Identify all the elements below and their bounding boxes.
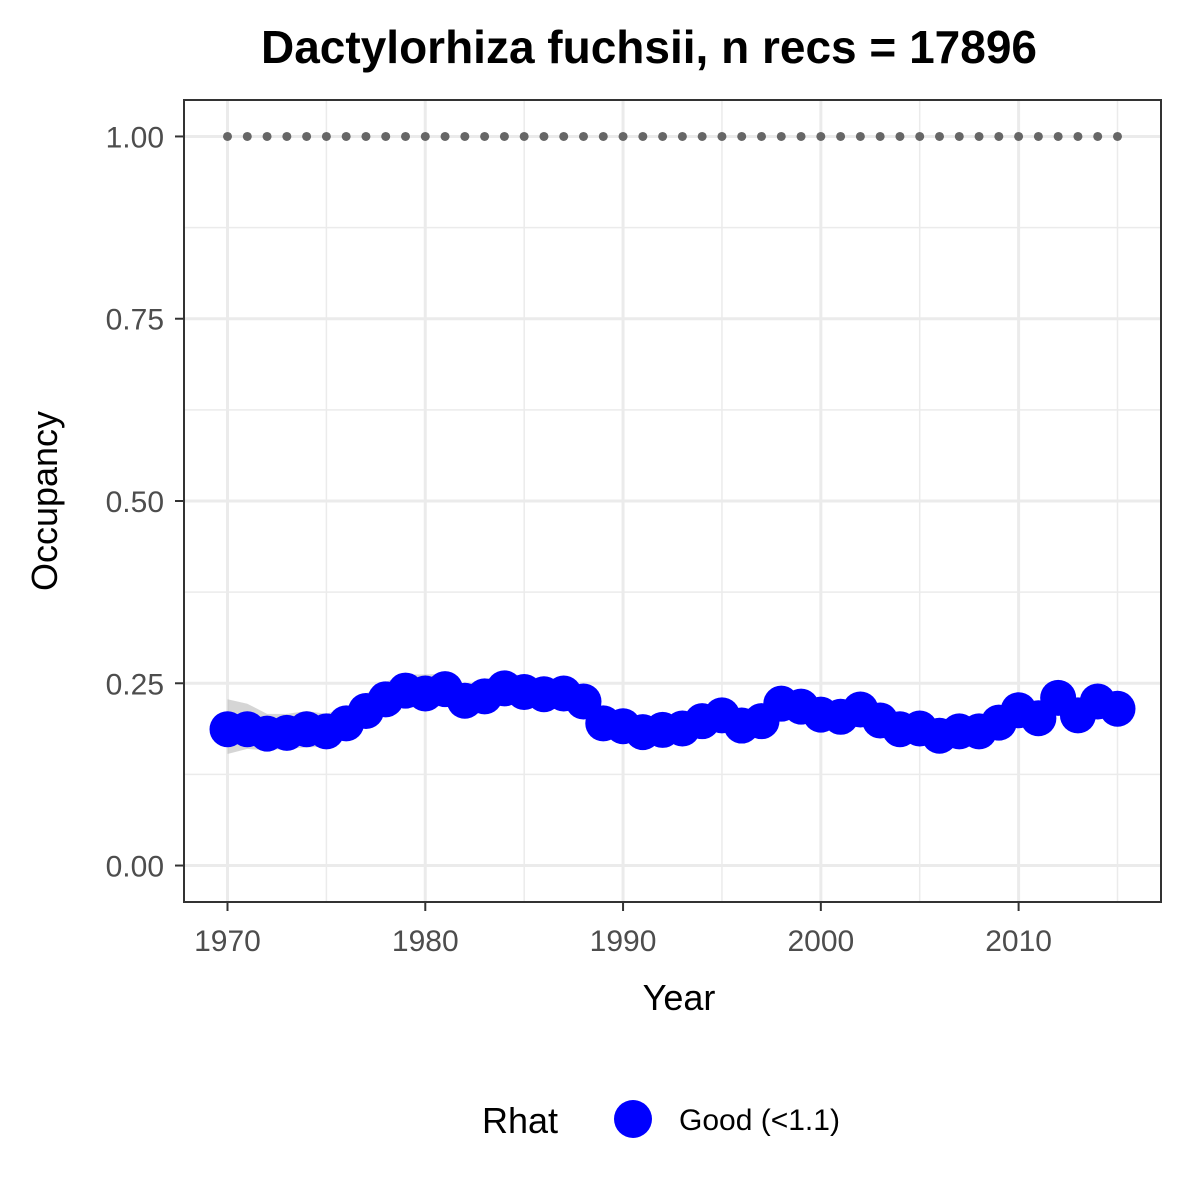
reference-point: [974, 131, 984, 141]
reference-point: [638, 131, 648, 141]
reference-point: [618, 131, 628, 141]
y-tick-label: 0.75: [106, 304, 164, 337]
reference-point: [460, 131, 470, 141]
reference-point: [401, 131, 411, 141]
x-tick-label: 2010: [985, 925, 1052, 958]
reference-point: [895, 131, 905, 141]
reference-point: [816, 131, 826, 141]
reference-point: [756, 131, 766, 141]
x-axis-ticks: 1970 1980 1990 2000 2010: [194, 902, 1052, 958]
legend-label-good: Good (<1.1): [679, 1104, 840, 1137]
y-axis-title: Occupancy: [24, 411, 65, 591]
reference-point: [262, 131, 272, 141]
reference-point: [341, 131, 351, 141]
x-tick-label: 1990: [590, 925, 657, 958]
reference-point: [994, 131, 1004, 141]
y-tick-label: 0.25: [106, 668, 164, 701]
reference-point: [598, 131, 608, 141]
reference-point: [855, 131, 865, 141]
x-tick-label: 1980: [392, 925, 459, 958]
reference-point: [480, 131, 490, 141]
reference-point: [559, 131, 569, 141]
reference-point: [737, 131, 747, 141]
reference-point: [1073, 131, 1083, 141]
reference-point: [954, 131, 964, 141]
y-tick-label: 1.00: [106, 121, 164, 154]
reference-point: [1014, 131, 1024, 141]
reference-point: [1112, 131, 1122, 141]
y-tick-label: 0.50: [106, 486, 164, 519]
reference-point: [875, 131, 885, 141]
y-axis-ticks: 0.00 0.25 0.50 0.75 1.00: [106, 121, 184, 884]
reference-point: [223, 131, 233, 141]
chart-title: Dactylorhiza fuchsii, n recs = 17896: [261, 21, 1037, 73]
reference-point: [302, 131, 312, 141]
reference-point: [1053, 131, 1063, 141]
reference-point: [658, 131, 668, 141]
reference-line-dotted: [223, 131, 1122, 141]
reference-point: [836, 131, 846, 141]
reference-point: [677, 131, 687, 141]
reference-point: [381, 131, 391, 141]
reference-point: [321, 131, 331, 141]
reference-point: [579, 131, 589, 141]
reference-point: [1033, 131, 1043, 141]
occupancy-points: [209, 670, 1136, 754]
x-tick-label: 1970: [194, 925, 261, 958]
legend-title: Rhat: [482, 1100, 558, 1141]
reference-point: [915, 131, 925, 141]
reference-point: [934, 131, 944, 141]
reference-point: [499, 131, 509, 141]
x-axis-title: Year: [643, 977, 716, 1018]
reference-point: [519, 131, 529, 141]
legend-key-good: [614, 1100, 652, 1138]
reference-point: [420, 131, 430, 141]
occupancy-point: [1099, 690, 1136, 727]
reference-point: [697, 131, 707, 141]
reference-point: [776, 131, 786, 141]
y-tick-label: 0.00: [106, 851, 164, 884]
x-tick-label: 2000: [787, 925, 854, 958]
reference-point: [796, 131, 806, 141]
reference-point: [539, 131, 549, 141]
reference-point: [717, 131, 727, 141]
reference-point: [1093, 131, 1103, 141]
reference-point: [282, 131, 292, 141]
reference-point: [440, 131, 450, 141]
reference-point: [361, 131, 371, 141]
major-gridlines: [184, 100, 1161, 902]
reference-point: [242, 131, 252, 141]
legend: Rhat Good (<1.1): [482, 1100, 840, 1141]
